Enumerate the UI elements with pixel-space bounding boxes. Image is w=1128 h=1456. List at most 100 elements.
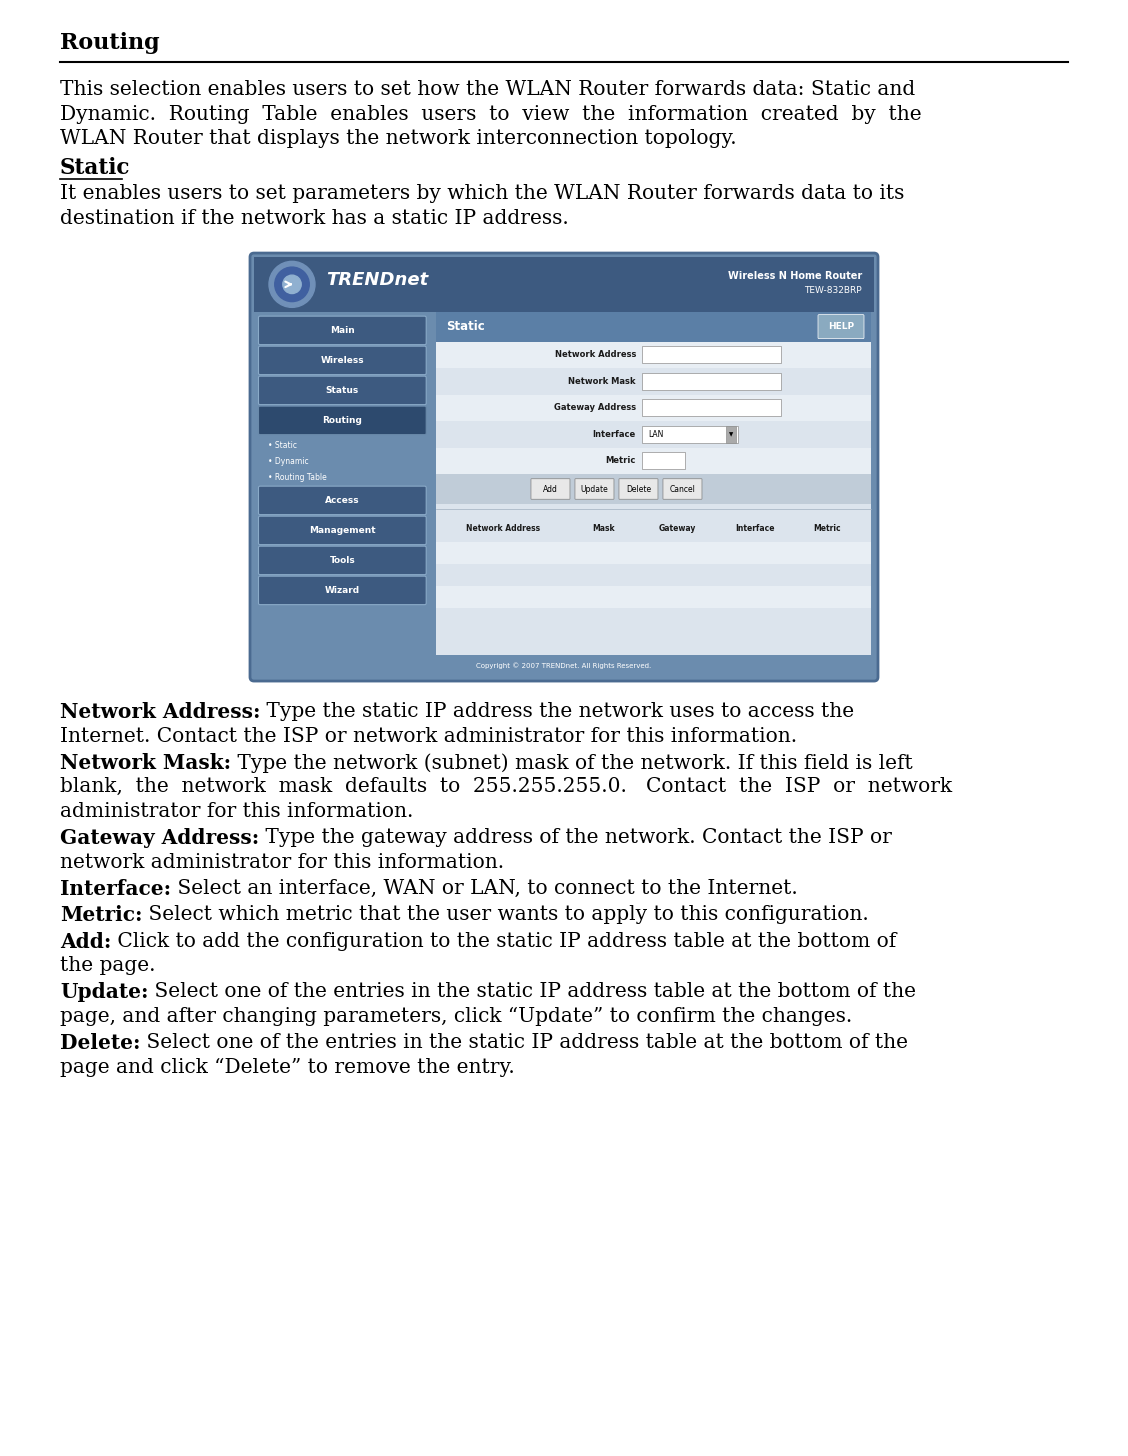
Text: Metric:: Metric: bbox=[60, 906, 142, 925]
Text: Type the static IP address the network uses to access the: Type the static IP address the network u… bbox=[261, 702, 855, 721]
Text: WLAN Router that displays the network interconnection topology.: WLAN Router that displays the network in… bbox=[60, 130, 737, 149]
Bar bbox=[435, 609, 871, 630]
Bar bbox=[435, 421, 871, 447]
Bar bbox=[435, 395, 871, 421]
Bar bbox=[254, 258, 874, 312]
Text: It enables users to set parameters by which the WLAN Router forwards data to its: It enables users to set parameters by wh… bbox=[60, 183, 905, 202]
Text: TRENDnet: TRENDnet bbox=[326, 271, 429, 288]
Bar bbox=[642, 399, 782, 416]
Text: TEW-832BRP: TEW-832BRP bbox=[804, 287, 862, 296]
Text: • Routing Table: • Routing Table bbox=[268, 473, 327, 482]
Text: Delete: Delete bbox=[626, 485, 651, 494]
FancyBboxPatch shape bbox=[619, 479, 658, 499]
Bar bbox=[435, 342, 871, 368]
Text: Gateway Address:: Gateway Address: bbox=[60, 828, 259, 849]
Text: • Dynamic: • Dynamic bbox=[268, 457, 309, 466]
Bar bbox=[254, 312, 431, 677]
Bar bbox=[435, 514, 871, 542]
Text: Select one of the entries in the static IP address table at the bottom of the: Select one of the entries in the static … bbox=[141, 1034, 908, 1053]
Text: Copyright © 2007 TRENDnet. All Rights Reserved.: Copyright © 2007 TRENDnet. All Rights Re… bbox=[476, 662, 652, 670]
FancyBboxPatch shape bbox=[818, 314, 864, 339]
Text: LAN: LAN bbox=[647, 430, 663, 438]
FancyBboxPatch shape bbox=[258, 546, 426, 575]
Text: Wizard: Wizard bbox=[325, 585, 360, 596]
Bar bbox=[435, 447, 871, 475]
Text: blank,  the  network  mask  defaults  to  255.255.255.0.   Contact  the  ISP  or: blank, the network mask defaults to 255.… bbox=[60, 778, 952, 796]
Bar bbox=[642, 347, 782, 364]
FancyBboxPatch shape bbox=[663, 479, 702, 499]
Circle shape bbox=[268, 261, 315, 307]
Text: Select which metric that the user wants to apply to this configuration.: Select which metric that the user wants … bbox=[142, 906, 870, 925]
Text: Delete:: Delete: bbox=[60, 1034, 141, 1053]
Text: Metric: Metric bbox=[813, 524, 841, 533]
Circle shape bbox=[283, 275, 301, 294]
Bar bbox=[435, 563, 871, 587]
FancyBboxPatch shape bbox=[258, 376, 426, 405]
Text: page and click “Delete” to remove the entry.: page and click “Delete” to remove the en… bbox=[60, 1057, 514, 1077]
Text: Routing: Routing bbox=[323, 416, 362, 425]
FancyBboxPatch shape bbox=[531, 479, 570, 499]
Text: administrator for this information.: administrator for this information. bbox=[60, 802, 413, 821]
FancyBboxPatch shape bbox=[250, 253, 878, 681]
Bar bbox=[435, 542, 871, 563]
Text: Add: Add bbox=[543, 485, 558, 494]
Text: Network Address: Network Address bbox=[466, 524, 540, 533]
Text: Gateway Address: Gateway Address bbox=[554, 403, 636, 412]
Bar bbox=[642, 427, 738, 443]
Text: destination if the network has a static IP address.: destination if the network has a static … bbox=[60, 208, 569, 227]
Text: Select one of the entries in the static IP address table at the bottom of the: Select one of the entries in the static … bbox=[149, 983, 916, 1002]
Text: • Static: • Static bbox=[268, 441, 297, 450]
Text: Dynamic.  Routing  Table  enables  users  to  view  the  information  created  b: Dynamic. Routing Table enables users to … bbox=[60, 105, 922, 124]
Bar bbox=[435, 312, 871, 677]
FancyBboxPatch shape bbox=[258, 347, 426, 374]
Text: Select an interface, WAN or LAN, to connect to the Internet.: Select an interface, WAN or LAN, to conn… bbox=[171, 879, 797, 898]
Text: Wireless: Wireless bbox=[320, 355, 364, 365]
Text: Gateway: Gateway bbox=[659, 524, 696, 533]
Text: page, and after changing parameters, click “Update” to confirm the changes.: page, and after changing parameters, cli… bbox=[60, 1008, 853, 1026]
FancyBboxPatch shape bbox=[258, 406, 426, 435]
FancyBboxPatch shape bbox=[258, 316, 426, 345]
Text: Network Mask:: Network Mask: bbox=[60, 753, 231, 773]
Text: Network Address:: Network Address: bbox=[60, 702, 261, 722]
Text: Network Mask: Network Mask bbox=[569, 377, 636, 386]
Text: Type the gateway address of the network. Contact the ISP or: Type the gateway address of the network.… bbox=[259, 828, 892, 847]
Text: Add:: Add: bbox=[60, 932, 112, 952]
Bar bbox=[642, 373, 782, 390]
Text: Static: Static bbox=[60, 157, 131, 179]
Bar bbox=[435, 587, 871, 609]
Text: Interface: Interface bbox=[592, 430, 636, 438]
Circle shape bbox=[275, 266, 309, 301]
Text: Internet. Contact the ISP or network administrator for this information.: Internet. Contact the ISP or network adm… bbox=[60, 727, 797, 745]
Text: Update:: Update: bbox=[60, 983, 149, 1002]
FancyBboxPatch shape bbox=[258, 577, 426, 604]
Text: ▼: ▼ bbox=[729, 432, 733, 437]
Text: Static: Static bbox=[446, 320, 484, 333]
Text: network administrator for this information.: network administrator for this informati… bbox=[60, 853, 504, 872]
Text: Cancel: Cancel bbox=[670, 485, 695, 494]
Text: Wireless N Home Router: Wireless N Home Router bbox=[728, 271, 862, 281]
FancyBboxPatch shape bbox=[258, 486, 426, 514]
Text: Mask: Mask bbox=[592, 524, 615, 533]
Bar bbox=[254, 655, 874, 677]
Bar bbox=[435, 312, 871, 342]
Text: Network Address: Network Address bbox=[555, 351, 636, 360]
Bar bbox=[642, 453, 686, 469]
Text: Interface: Interface bbox=[735, 524, 775, 533]
Text: Tools: Tools bbox=[329, 556, 355, 565]
Text: Routing: Routing bbox=[60, 32, 160, 54]
Text: Access: Access bbox=[325, 496, 360, 505]
Text: the page.: the page. bbox=[60, 957, 156, 976]
Text: Update: Update bbox=[581, 485, 608, 494]
Text: Main: Main bbox=[331, 326, 354, 335]
Text: Interface:: Interface: bbox=[60, 879, 171, 898]
Text: This selection enables users to set how the WLAN Router forwards data: Static an: This selection enables users to set how … bbox=[60, 80, 915, 99]
Bar bbox=[435, 475, 871, 504]
FancyBboxPatch shape bbox=[258, 515, 426, 545]
Text: Management: Management bbox=[309, 526, 376, 534]
Bar bbox=[725, 427, 735, 443]
Text: Metric: Metric bbox=[606, 456, 636, 466]
Text: HELP: HELP bbox=[828, 322, 854, 331]
Text: Status: Status bbox=[326, 386, 359, 395]
Text: Click to add the configuration to the static IP address table at the bottom of: Click to add the configuration to the st… bbox=[112, 932, 897, 951]
Bar bbox=[435, 368, 871, 395]
